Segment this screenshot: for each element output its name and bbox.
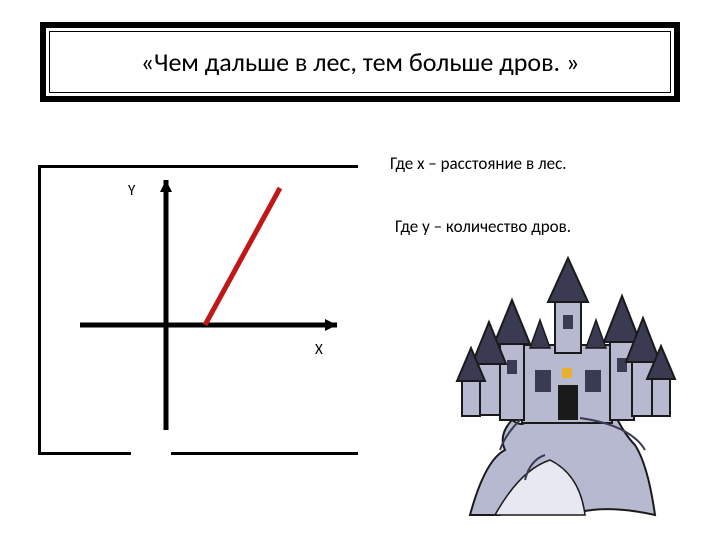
x-axis-arrow [325, 319, 337, 331]
title-box: «Чем дальше в лес, тем больше дров. » [40, 22, 680, 102]
castle-icon [430, 250, 690, 520]
y-axis-arrow [160, 180, 172, 192]
axis-label-y: Y [128, 182, 135, 200]
caption-x: Где х – расстояние в лес. [390, 153, 567, 174]
data-line [205, 188, 280, 325]
caption-y: Где y – количество дров. [395, 216, 571, 237]
axis-label-x: X [315, 341, 323, 359]
page-title: «Чем дальше в лес, тем больше дров. » [141, 46, 580, 78]
xy-chart [55, 170, 355, 450]
frame-gap [131, 452, 171, 457]
